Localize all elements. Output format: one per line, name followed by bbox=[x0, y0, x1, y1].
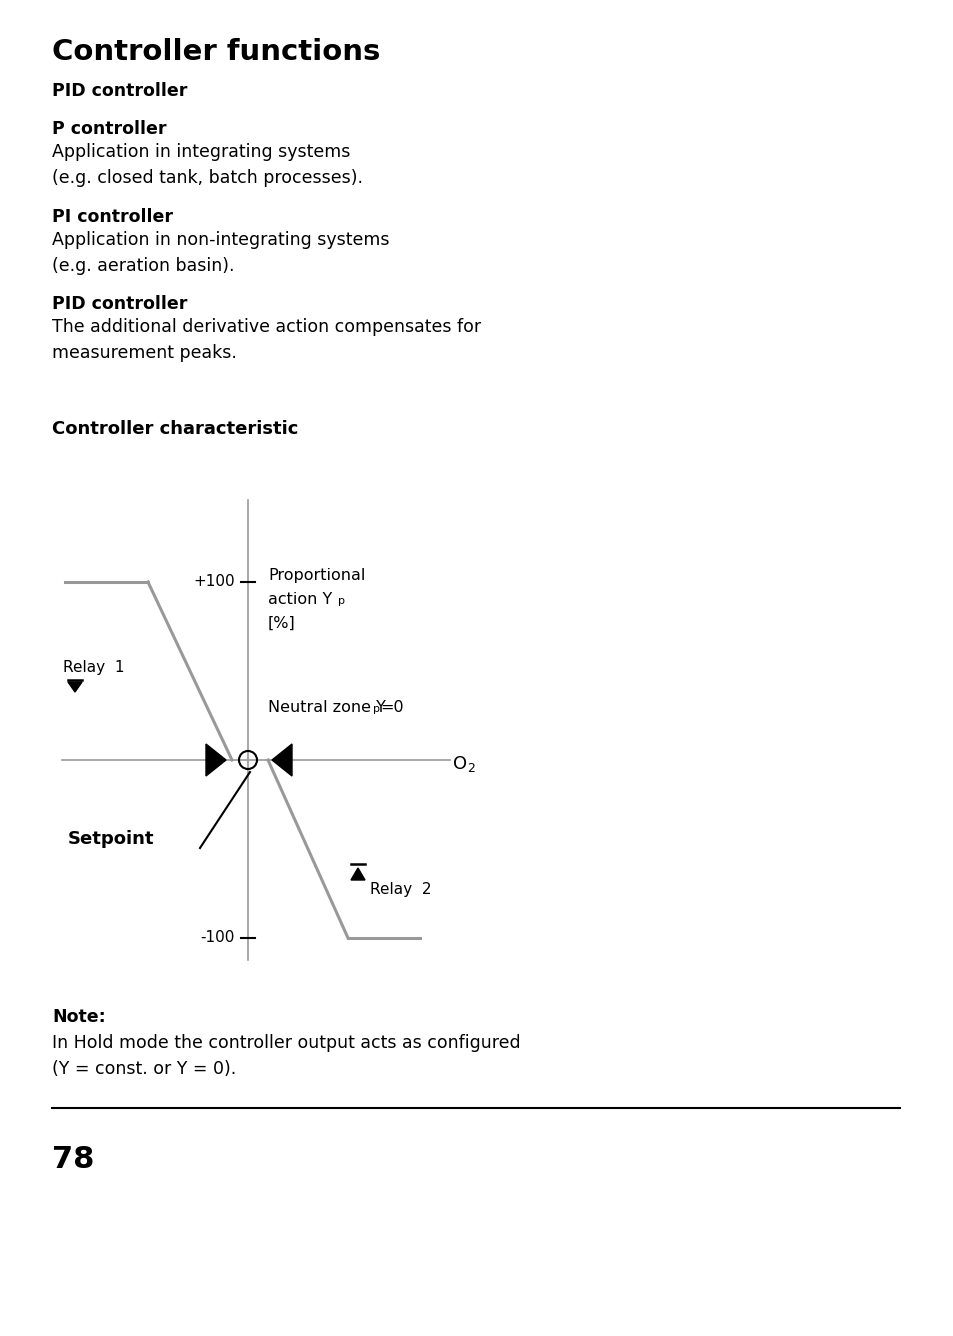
Polygon shape bbox=[206, 744, 226, 776]
Text: In Hold mode the controller output acts as configured
(Y = const. or Y = 0).: In Hold mode the controller output acts … bbox=[52, 1034, 520, 1078]
Polygon shape bbox=[68, 681, 82, 692]
Text: +100: +100 bbox=[193, 574, 234, 589]
Text: Neutral zone Y: Neutral zone Y bbox=[268, 700, 385, 715]
Text: -100: -100 bbox=[200, 930, 234, 946]
Text: Relay  1: Relay 1 bbox=[63, 660, 125, 675]
Polygon shape bbox=[272, 744, 292, 776]
Text: p: p bbox=[337, 596, 345, 607]
Text: Controller characteristic: Controller characteristic bbox=[52, 420, 298, 438]
Text: [%]: [%] bbox=[268, 616, 295, 631]
Text: Proportional: Proportional bbox=[268, 568, 365, 582]
Text: =0: =0 bbox=[379, 700, 403, 715]
Text: O: O bbox=[453, 755, 467, 774]
Text: The additional derivative action compensates for
measurement peaks.: The additional derivative action compens… bbox=[52, 318, 480, 362]
Text: action Y: action Y bbox=[268, 592, 332, 607]
Text: P controller: P controller bbox=[52, 120, 167, 138]
Text: Relay  2: Relay 2 bbox=[370, 882, 431, 896]
Text: Note:: Note: bbox=[52, 1007, 106, 1026]
Text: Controller functions: Controller functions bbox=[52, 37, 380, 65]
Polygon shape bbox=[351, 868, 365, 880]
Text: Setpoint: Setpoint bbox=[68, 830, 154, 848]
Text: 2: 2 bbox=[467, 762, 475, 775]
Text: Application in integrating systems
(e.g. closed tank, batch processes).: Application in integrating systems (e.g.… bbox=[52, 143, 363, 187]
Text: 78: 78 bbox=[52, 1145, 94, 1174]
Text: PI controller: PI controller bbox=[52, 208, 172, 226]
Text: Application in non-integrating systems
(e.g. aeration basin).: Application in non-integrating systems (… bbox=[52, 231, 389, 275]
Text: PID controller: PID controller bbox=[52, 81, 187, 100]
Text: p: p bbox=[373, 704, 379, 713]
Text: PID controller: PID controller bbox=[52, 295, 187, 313]
